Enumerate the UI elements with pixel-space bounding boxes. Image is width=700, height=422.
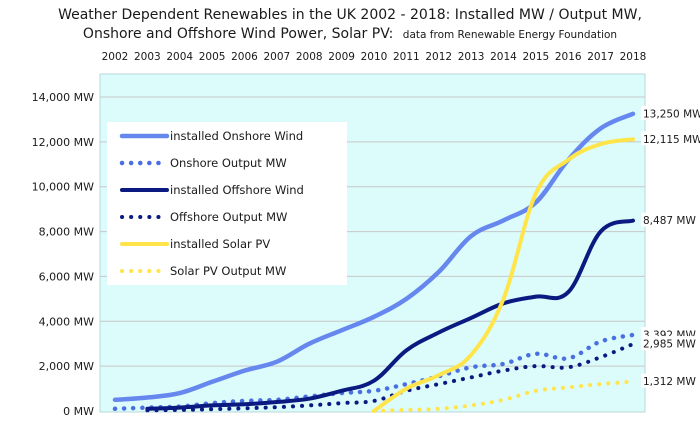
y-tick-label: 6,000 MW — [39, 270, 94, 283]
legend-label: Offshore Output MW — [170, 210, 287, 224]
x-tick-label: 2005 — [199, 51, 226, 63]
x-tick-label: 2016 — [555, 51, 582, 63]
chart-title-line1: Weather Dependent Renewables in the UK 2… — [58, 7, 642, 23]
end-label-text: 2,985 MW — [643, 339, 696, 351]
chart-title-source: data from Renewable Energy Foundation — [403, 29, 617, 41]
end-label: 8,487 MW — [641, 212, 696, 227]
end-labels: 13,250 MW3,392 MW8,487 MW2,985 MW12,115 … — [641, 105, 700, 388]
x-tick-label: 2015 — [523, 51, 550, 63]
legend-label: installed Offshore Wind — [170, 183, 304, 197]
series-line-installed-onshore-wind — [112, 111, 636, 403]
end-label: 13,250 MW — [641, 105, 700, 120]
series-lines — [112, 111, 636, 413]
x-tick-label: 2002 — [102, 51, 129, 63]
y-tick-label: 8,000 MW — [39, 226, 94, 239]
x-tick-label: 2011 — [393, 51, 420, 63]
end-label: 2,985 MW — [641, 336, 696, 351]
end-label: 12,115 MW — [641, 131, 700, 146]
x-tick-label: 2006 — [231, 51, 258, 63]
legend-label: Solar PV Output MW — [170, 264, 286, 278]
y-tick-label: 10,000 MW — [32, 181, 94, 194]
end-label-text: 1,312 MW — [643, 376, 696, 388]
x-tick-label: 2017 — [587, 51, 614, 63]
chart-title-main: Onshore and Offshore Wind Power, Solar P… — [83, 26, 393, 42]
x-tick-label: 2009 — [328, 51, 355, 63]
x-tick-label: 2007 — [264, 51, 291, 63]
series-line-onshore-output-mw — [112, 332, 636, 412]
x-tick-label: 2004 — [166, 51, 193, 63]
legend: installed Onshore Wind Onshore Output MW i… — [107, 122, 347, 285]
series-line-solar-pv-output-mw — [372, 379, 635, 413]
x-tick-label: 2008 — [296, 51, 323, 63]
y-tick-label: 0 MW — [63, 405, 94, 418]
y-tick-label: 14,000 MW — [32, 91, 94, 104]
legend-box — [107, 122, 347, 285]
axis-labels: 0 MW 2,000 MW 4,000 MW 6,000 MW 8,000 MW 10,0… — [32, 51, 647, 418]
y-tick-label: 2,000 MW — [39, 360, 94, 373]
x-tick-label: 2010 — [361, 51, 388, 63]
x-tick-label: 2012 — [425, 51, 452, 63]
end-label: 1,312 MW — [641, 373, 696, 388]
x-tick-label: 2014 — [490, 51, 517, 63]
y-tick-label: 12,000 MW — [32, 136, 94, 149]
series-line-installed-solar-pv — [372, 137, 635, 413]
end-label-text: 8,487 MW — [643, 215, 696, 227]
legend-label: installed Onshore Wind — [170, 129, 303, 143]
x-tick-label: 2013 — [458, 51, 485, 63]
chart-title-line2: Onshore and Offshore Wind Power, Solar P… — [83, 26, 617, 42]
legend-label: installed Solar PV — [170, 237, 270, 251]
series-line-offshore-output-mw — [145, 342, 635, 413]
x-tick-label: 2003 — [134, 51, 161, 63]
legend-label: Onshore Output MW — [170, 156, 287, 170]
end-label-text: 13,250 MW — [643, 108, 700, 120]
x-tick-label: 2018 — [620, 51, 647, 63]
y-tick-label: 4,000 MW — [39, 315, 94, 328]
end-label-text: 12,115 MW — [643, 134, 700, 146]
series-line-installed-offshore-wind — [145, 218, 635, 411]
